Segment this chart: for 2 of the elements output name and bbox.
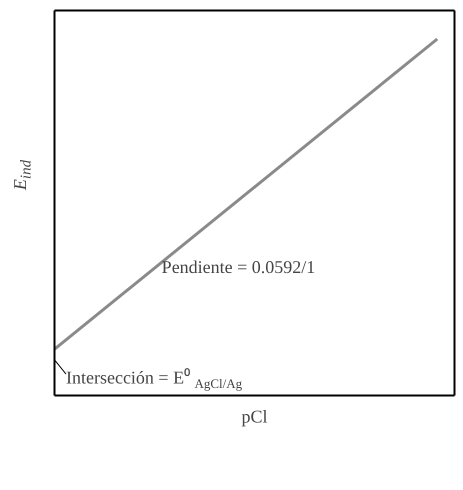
x-axis-title: pCl [241, 406, 268, 426]
annotation: Pendiente = 0.0592/1 [162, 257, 316, 278]
